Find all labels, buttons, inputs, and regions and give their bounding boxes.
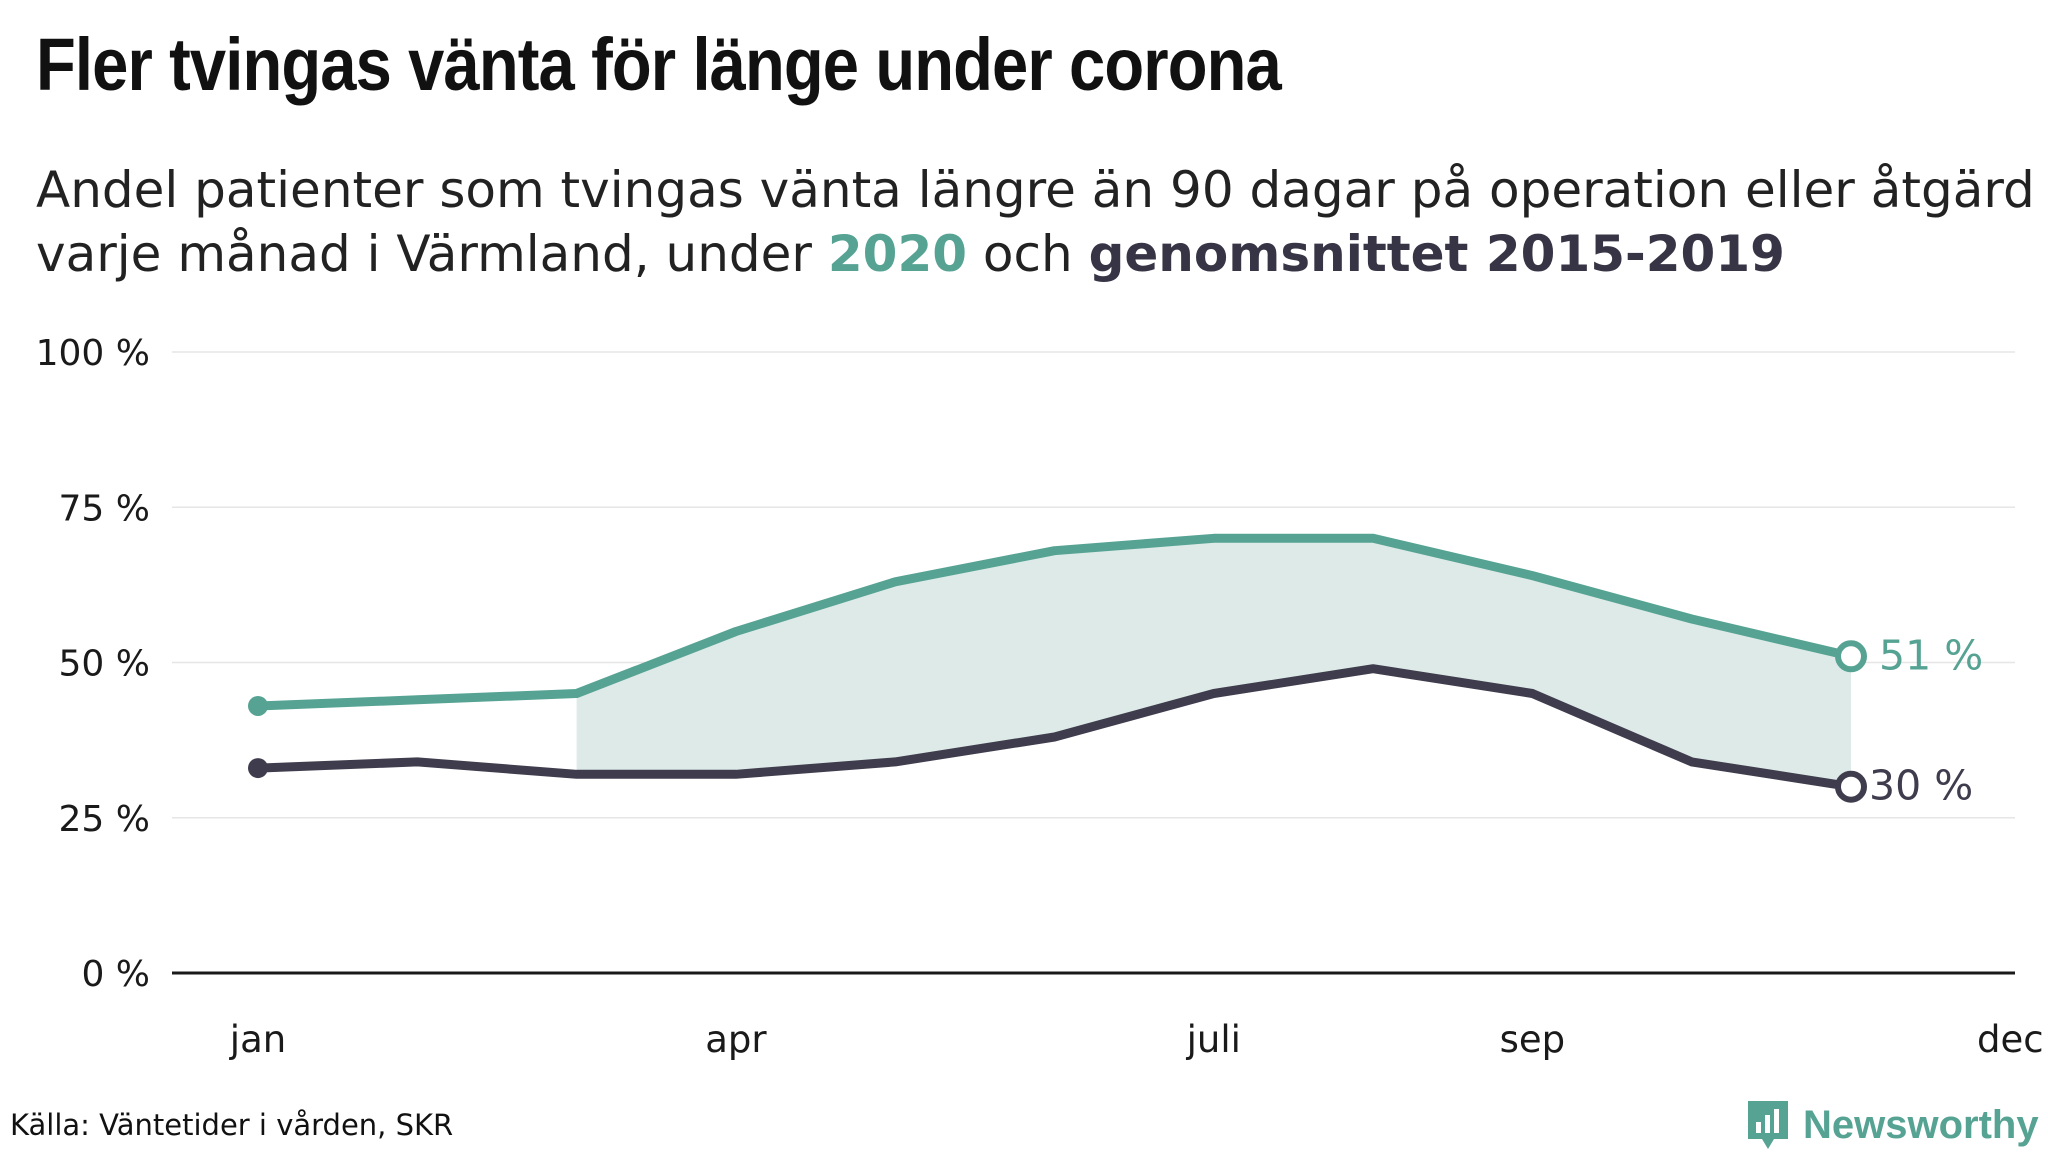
chart-title: Fler tvingas vänta för länge under coron… [36,23,1282,106]
y-tick-label: 50 % [59,644,150,685]
legend-average: genomsnittet 2015-2019 [1088,225,1785,283]
series-2020-line [253,533,1856,711]
x-tick-label: jan [229,1018,286,1061]
y-tick-label: 75 % [59,488,150,529]
x-tick-label: sep [1500,1018,1566,1061]
subtitle-line1: Andel patienter som tvingas vänta längre… [36,161,2035,219]
newsworthy-logo-text: Newsworthy [1803,1102,2039,1147]
label-layer: 0 % 25 % 50 % 75 % 100 % jan apr juli sep dec 30 %… [36,333,2044,1061]
newsworthy-logo-icon [1748,1101,1788,1149]
difference-area [576,538,1851,787]
x-tick-label: juli [1186,1018,1241,1061]
series-2020-start-point [248,695,268,716]
series-2020-end-label: 51 % [1879,631,1983,679]
series-average-line [253,664,1856,792]
subtitle-line2-prefix: varje månad i Värmland, under [36,225,828,283]
legend-2020: 2020 [827,225,968,283]
subtitle-mid: och [967,225,1089,283]
y-tick-label: 25 % [59,799,150,840]
source-note: Källa: Väntetider i vården, SKR [10,1108,454,1142]
y-tick-label: 0 % [81,954,150,995]
y-tick-label: 100 % [36,333,150,374]
fill-layer [576,538,1851,787]
series-average-end-label: 30 % [1869,762,1973,810]
x-tick-label: apr [705,1018,767,1061]
newsworthy-logo: Newsworthy [1745,1098,2039,1152]
line-layer [248,533,1867,803]
series-2020-end-point [1835,640,1867,673]
chart-subtitle: Andel patienter som tvingas vänta längre… [36,158,2036,286]
series-average-end-point [1835,770,1867,803]
x-tick-label: dec [1977,1018,2044,1061]
series-average-start-point [248,758,268,779]
